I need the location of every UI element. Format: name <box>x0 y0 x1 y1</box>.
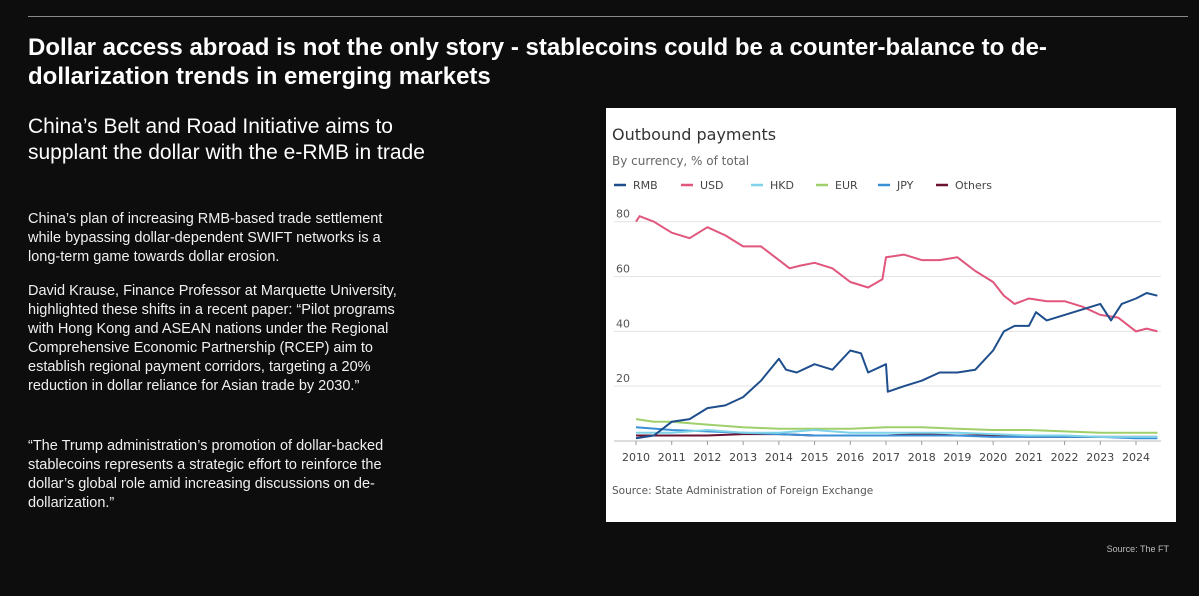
legend-label: EUR <box>835 179 858 192</box>
legend-label: RMB <box>633 179 658 192</box>
chart-subtitle: By currency, % of total <box>612 154 749 168</box>
y-tick-label: 20 <box>616 372 630 385</box>
chart-title: Outbound payments <box>612 125 776 144</box>
chart-source: Source: State Administration of Foreign … <box>612 485 873 497</box>
paragraph-2: David Krause, Finance Professor at Marqu… <box>28 283 397 394</box>
chart-panel: Outbound payments By currency, % of tota… <box>606 108 1176 522</box>
subheadline: China’s Belt and Road Initiative aims to… <box>28 115 425 164</box>
x-tick-label: 2015 <box>801 451 829 464</box>
x-tick-label: 2018 <box>908 451 936 464</box>
outbound-payments-chart: Outbound payments By currency, % of tota… <box>612 125 1161 497</box>
legend-label: JPY <box>896 179 914 192</box>
series-line-hkd <box>636 429 1158 438</box>
x-tick-label: 2011 <box>658 451 686 464</box>
paragraph-3: “The Trump administration’s promotion of… <box>28 438 384 511</box>
y-tick-label: 60 <box>616 263 630 276</box>
legend-label: USD <box>700 179 724 192</box>
footer-source: Source: The FT <box>1106 544 1169 554</box>
x-tick-label: 2013 <box>729 451 757 464</box>
series-line-usd <box>635 215 1158 333</box>
legend-label: Others <box>955 179 992 192</box>
headline: Dollar access abroad is not the only sto… <box>28 34 1047 90</box>
x-tick-label: 2012 <box>693 451 721 464</box>
chart-grid <box>614 221 1161 442</box>
legend-label: HKD <box>770 179 794 192</box>
y-axis-ticks: 20 40 60 80 <box>616 208 630 385</box>
y-tick-label: 40 <box>616 317 630 330</box>
x-axis-ticks: 2010 2011 2012 2013 2014 2015 2016 2017 2018 2019… <box>622 441 1150 464</box>
x-tick-label: 2023 <box>1086 451 1114 464</box>
chart-series <box>635 215 1158 440</box>
paragraph-1: China’s plan of increasing RMB-based tra… <box>28 211 383 265</box>
x-tick-label: 2022 <box>1051 451 1079 464</box>
x-tick-label: 2016 <box>836 451 864 464</box>
series-line-rmb <box>635 292 1158 440</box>
x-tick-label: 2014 <box>765 451 793 464</box>
x-tick-label: 2021 <box>1015 451 1043 464</box>
top-divider <box>28 16 1188 17</box>
y-tick-label: 80 <box>616 208 630 221</box>
x-tick-label: 2019 <box>943 451 971 464</box>
x-tick-label: 2017 <box>872 451 900 464</box>
x-tick-label: 2010 <box>622 451 650 464</box>
x-tick-label: 2020 <box>979 451 1007 464</box>
chart-legend: RMB USD HKD EUR JPY Others <box>614 179 992 192</box>
x-tick-label: 2024 <box>1122 451 1150 464</box>
series-line-eur <box>635 418 1158 434</box>
